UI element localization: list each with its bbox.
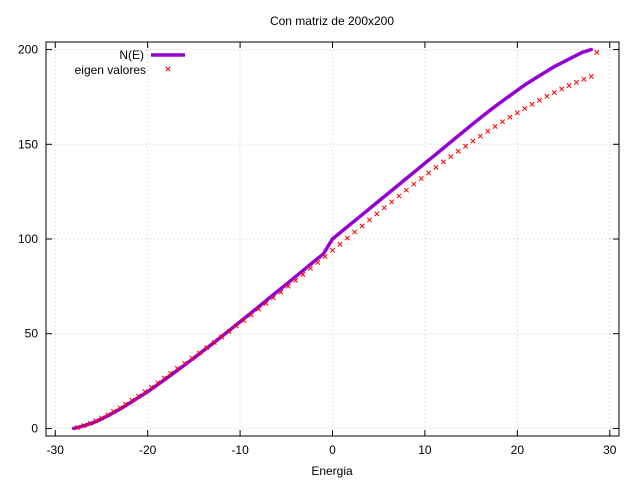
eigen-point bbox=[168, 370, 174, 376]
x-tick-label: 30 bbox=[603, 443, 617, 457]
eigen-point bbox=[74, 424, 80, 431]
eigen-point bbox=[522, 105, 528, 112]
eigen-point bbox=[248, 312, 254, 318]
x-tick-label: 0 bbox=[329, 443, 336, 457]
eigen-point bbox=[588, 73, 594, 80]
eigen-point bbox=[135, 393, 141, 399]
eigen-point bbox=[93, 418, 99, 424]
y-tick-label: 200 bbox=[18, 43, 38, 57]
eigen-point bbox=[81, 423, 87, 429]
x-tick-label: -20 bbox=[139, 443, 157, 457]
eigen-point bbox=[455, 148, 461, 154]
eigen-point bbox=[426, 170, 432, 176]
series bbox=[71, 47, 600, 431]
eigen-point bbox=[381, 205, 387, 211]
eigen-point bbox=[418, 176, 424, 182]
eigen-point bbox=[211, 339, 217, 345]
eigen-point bbox=[233, 323, 239, 329]
eigen-point bbox=[270, 295, 276, 301]
eigen-point bbox=[470, 138, 476, 144]
x-axis-label: Energia bbox=[311, 464, 353, 478]
eigen-point bbox=[529, 101, 535, 107]
eigen-point bbox=[352, 229, 358, 235]
eigen-point bbox=[174, 365, 180, 371]
eigen-point bbox=[396, 193, 402, 199]
eigen-point bbox=[514, 110, 520, 116]
eigen-point bbox=[551, 90, 557, 96]
eigen-point bbox=[155, 380, 161, 386]
eigen-point bbox=[98, 415, 105, 421]
x-tick-label: -30 bbox=[47, 443, 65, 457]
eigen-point bbox=[110, 408, 117, 414]
eigen-point bbox=[142, 389, 148, 395]
y-tick-label: 50 bbox=[25, 327, 39, 341]
eigen-point bbox=[105, 412, 111, 418]
eigen-point bbox=[389, 199, 395, 205]
eigen-point bbox=[344, 235, 350, 241]
eigen-point bbox=[182, 360, 188, 366]
y-tick-label: 100 bbox=[18, 232, 38, 246]
eigen-point bbox=[196, 350, 202, 356]
eigen-point bbox=[329, 247, 336, 253]
eigen-point bbox=[440, 159, 446, 165]
legend-swatch-eigen bbox=[165, 66, 171, 72]
eigen-point bbox=[148, 384, 154, 390]
eigen-point bbox=[485, 128, 491, 134]
eigen-point bbox=[536, 97, 543, 103]
eigen-point bbox=[499, 119, 506, 125]
eigen-point bbox=[559, 86, 565, 92]
eigen-point bbox=[594, 49, 600, 55]
eigen-point bbox=[241, 317, 247, 324]
eigen-point bbox=[307, 265, 313, 271]
eigen-point bbox=[477, 133, 483, 139]
legend: N(E) eigen valores bbox=[75, 48, 185, 77]
eigen-point bbox=[87, 420, 93, 426]
eigen-point bbox=[544, 93, 550, 99]
eigen-point bbox=[189, 355, 195, 361]
eigen-point bbox=[566, 83, 572, 89]
eigen-point bbox=[285, 283, 291, 289]
chart-title: Con matriz de 200x200 bbox=[270, 14, 394, 28]
eigen-point bbox=[507, 114, 513, 120]
eigen-point bbox=[463, 143, 469, 149]
eigen-point bbox=[129, 397, 135, 403]
x-tick-label: 10 bbox=[418, 443, 432, 457]
y-tick-label: 0 bbox=[31, 421, 38, 435]
axis-ticks: -30 -20 -10 0 10 20 30 0 50 100 150 200 bbox=[18, 42, 619, 457]
eigen-point bbox=[411, 181, 417, 187]
eigen-point bbox=[161, 375, 167, 381]
eigen-point bbox=[322, 253, 328, 259]
eigen-point bbox=[359, 223, 365, 229]
eigen-point bbox=[492, 123, 498, 130]
eigen-point bbox=[278, 289, 284, 295]
eigen-point bbox=[403, 187, 409, 193]
eigen-point bbox=[573, 79, 580, 85]
eigen-point bbox=[581, 76, 587, 82]
x-tick-label: 20 bbox=[511, 443, 525, 457]
y-tick-label: 150 bbox=[18, 137, 38, 151]
eigen-point bbox=[448, 154, 454, 160]
eigen-point bbox=[337, 241, 343, 247]
eigen-point bbox=[300, 271, 306, 277]
eigen-point bbox=[374, 211, 380, 217]
eigen-point bbox=[366, 217, 373, 223]
eigen-point bbox=[433, 164, 439, 170]
eigen-point bbox=[122, 401, 129, 407]
eigen-point bbox=[117, 405, 123, 411]
legend-label-eigen: eigen valores bbox=[75, 63, 146, 77]
eigen-point bbox=[315, 259, 321, 266]
eigen-point bbox=[292, 277, 299, 283]
eigen-point bbox=[226, 328, 232, 334]
x-tick-label: -10 bbox=[231, 443, 249, 457]
eigen-point bbox=[219, 334, 225, 340]
legend-cross bbox=[165, 66, 171, 72]
series-line-ne bbox=[71, 47, 594, 431]
legend-label-ne: N(E) bbox=[119, 48, 144, 62]
eigen-point bbox=[256, 306, 262, 312]
eigen-point bbox=[204, 345, 210, 351]
eigen-point bbox=[263, 300, 269, 306]
